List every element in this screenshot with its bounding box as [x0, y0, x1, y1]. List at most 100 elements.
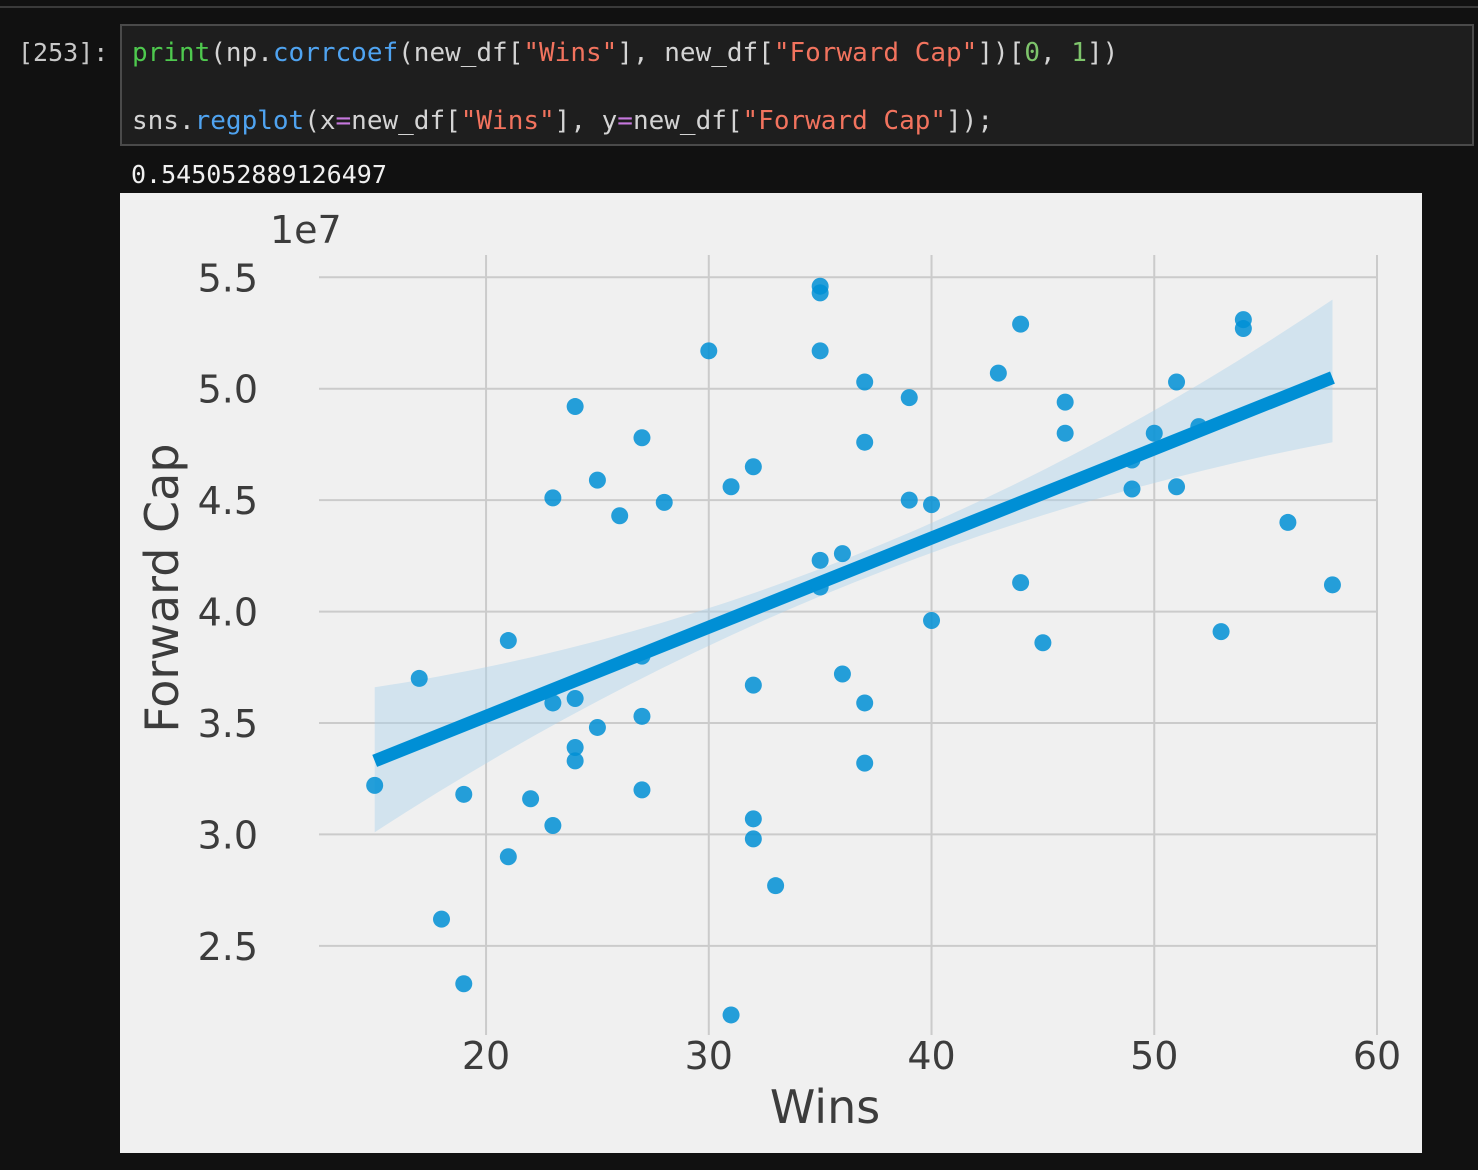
scatter-point	[767, 877, 785, 895]
code-token: new_df[	[351, 106, 461, 136]
scatter-point	[722, 478, 740, 496]
scatter-point	[700, 342, 718, 360]
scatter-point	[544, 817, 562, 835]
scatter-point	[1034, 634, 1052, 652]
scatter-point	[744, 676, 762, 694]
code-token: new_df[	[632, 106, 743, 136]
x-tick-label: 60	[1353, 1034, 1401, 1078]
x-tick-label: 20	[462, 1034, 510, 1078]
scatter-point	[633, 647, 651, 665]
scatter-point	[544, 694, 562, 712]
code-cell-input[interactable]: print(np.corrcoef(new_df["Wins"], new_df…	[120, 24, 1474, 146]
scatter-point	[1012, 315, 1030, 333]
code-token: "Forward Cap"	[742, 106, 947, 136]
y-axis-label: Forward Cap	[135, 443, 189, 732]
scatter-point	[1234, 320, 1252, 338]
top-divider	[0, 6, 1478, 8]
code-token: regplot	[194, 106, 305, 136]
scatter-point	[1279, 513, 1297, 531]
code-token: =	[335, 106, 352, 136]
scatter-point	[811, 284, 829, 302]
scatter-point	[989, 364, 1007, 382]
code-line-1[interactable]: print(np.corrcoef(new_df["Wins"], new_df…	[132, 37, 1118, 69]
scatter-point	[522, 790, 540, 808]
x-axis-label: Wins	[770, 1080, 880, 1134]
cell-output-value: 0.545052889126497	[131, 160, 387, 189]
scatter-point	[566, 739, 584, 757]
y-tick-label: 3.5	[198, 702, 258, 746]
scatter-point	[923, 496, 941, 514]
scatter-point	[410, 669, 428, 687]
y-tick-label: 5.5	[198, 256, 258, 300]
scatter-point	[433, 910, 451, 928]
scatter-point	[833, 665, 851, 683]
y-tick-label: 2.5	[198, 925, 258, 969]
scatter-point	[455, 785, 473, 803]
scatter-point	[744, 458, 762, 476]
scatter-point	[1145, 424, 1163, 442]
scatter-point	[499, 632, 517, 650]
code-token: (x	[304, 106, 336, 136]
code-token: 0	[1024, 38, 1040, 68]
scatter-point	[633, 429, 651, 447]
x-tick-label: 40	[907, 1034, 955, 1078]
scatter-point	[811, 342, 829, 360]
y-tick-label: 4.5	[198, 479, 258, 523]
scatter-point	[1056, 424, 1074, 442]
scatter-point	[566, 752, 584, 770]
scatter-point	[633, 707, 651, 725]
scatter-point	[856, 433, 874, 451]
scatter-point	[856, 694, 874, 712]
y-tick-label: 5.0	[198, 368, 258, 412]
scatter-point	[900, 389, 918, 407]
scatter-point	[833, 545, 851, 563]
scatter-point	[811, 578, 829, 596]
regplot-chart: 20 30 40 50 60 2.5 3.0 3.5 4.0 4.5 5.0 5.5 1e7 Wins Fo…	[135, 208, 1401, 1134]
code-token: ], y	[554, 106, 618, 136]
code-token: ]);	[946, 106, 993, 136]
code-line-2[interactable]: sns.regplot(x=new_df["Wins"], y=new_df["…	[132, 105, 993, 137]
scatter-point	[1190, 418, 1208, 436]
y-tick-label: 3.0	[198, 813, 258, 857]
y-offset-label: 1e7	[270, 208, 342, 252]
scatter-point	[1123, 451, 1141, 469]
y-tick-label: 4.0	[198, 591, 258, 635]
code-token: ])	[1086, 38, 1119, 68]
code-token: =	[617, 106, 633, 136]
code-token: ,	[1039, 38, 1072, 68]
scatter-point	[544, 489, 562, 507]
scatter-point	[1212, 623, 1230, 641]
code-token: corrcoef	[272, 38, 399, 68]
code-token: ], new_df[	[617, 38, 774, 68]
scatter-point	[811, 551, 829, 569]
scatter-point	[588, 471, 606, 489]
execution-count-prompt: [253]:	[18, 38, 109, 67]
scatter-point	[744, 830, 762, 848]
x-tick-label: 30	[685, 1034, 733, 1078]
x-tick-label: 50	[1130, 1034, 1178, 1078]
scatter-point	[1123, 480, 1141, 498]
code-token: sns.	[132, 106, 195, 136]
scatter-point	[1168, 373, 1186, 391]
scatter-point	[900, 491, 918, 509]
scatter-point	[923, 611, 941, 629]
scatter-point	[588, 718, 606, 736]
scatter-point	[611, 507, 629, 525]
code-token: ])[	[977, 38, 1025, 68]
scatter-point	[1012, 574, 1030, 592]
code-token: print	[132, 38, 211, 68]
scatter-point	[566, 398, 584, 416]
scatter-point	[744, 810, 762, 828]
code-token: (np.	[210, 38, 273, 68]
code-token: "Wins"	[460, 106, 555, 136]
scatter-point	[366, 776, 384, 794]
scatter-point	[722, 1006, 740, 1024]
scatter-point	[1056, 393, 1074, 411]
scatter-point	[566, 689, 584, 707]
scatter-point	[499, 848, 517, 866]
code-token: 1	[1071, 38, 1087, 68]
regression-line	[372, 371, 1335, 767]
scatter-point	[655, 493, 673, 511]
scatter-point	[856, 373, 874, 391]
scatter-point	[455, 975, 473, 993]
